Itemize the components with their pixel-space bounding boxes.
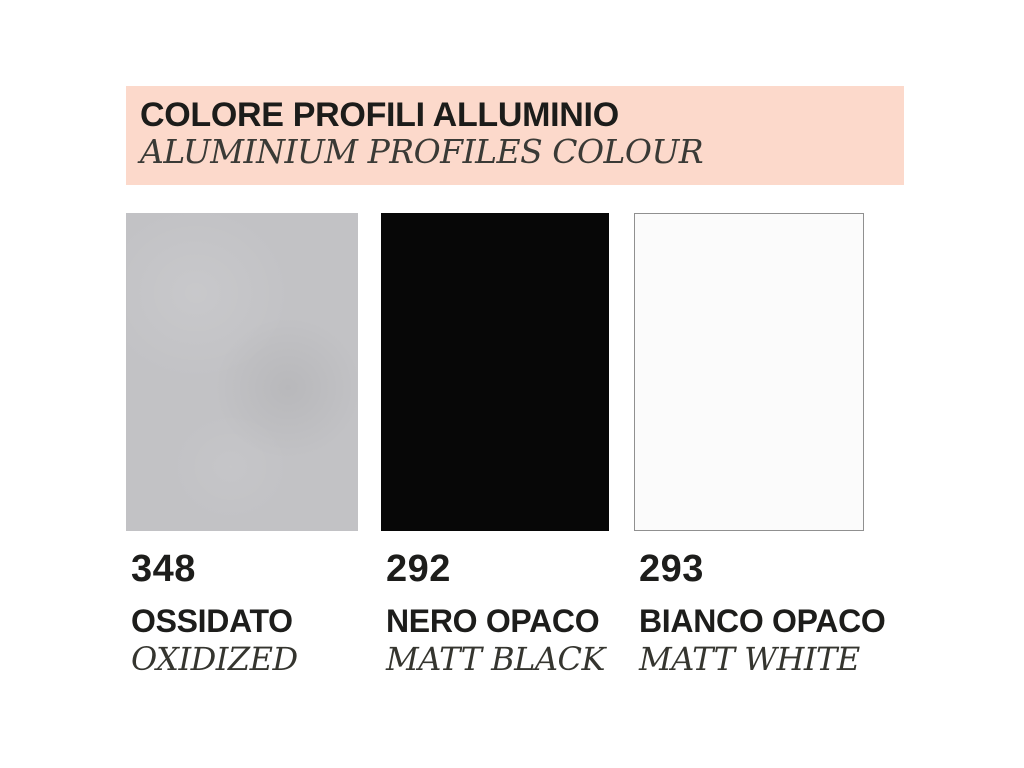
swatch-code: 293 — [639, 548, 704, 590]
swatch-code: 292 — [386, 548, 451, 590]
swatch-card-matt-white: 293 BIANCO OPACO MATT WHITE — [634, 213, 886, 678]
swatch-name-english: OXIDIZED — [131, 640, 298, 678]
color-swatch-oxidized — [126, 213, 358, 531]
swatch-name-english: MATT BLACK — [386, 640, 605, 678]
page-title: COLORE PROFILI ALLUMINIO — [140, 96, 619, 134]
swatch-name-english: MATT WHITE — [639, 640, 860, 678]
swatch-code: 348 — [131, 548, 196, 590]
swatch-card-matt-black: 292 NERO OPACO MATT BLACK — [381, 213, 609, 675]
swatch-card-oxidized: 348 OSSIDATO OXIDIZED — [126, 213, 358, 675]
swatch-name-italian: BIANCO OPACO — [639, 603, 886, 639]
header-banner: COLORE PROFILI ALLUMINIO ALUMINIUM PROFI… — [126, 86, 904, 185]
color-swatch-matt-black — [381, 213, 609, 531]
swatch-name-italian: NERO OPACO — [386, 603, 600, 639]
page-subtitle: ALUMINIUM PROFILES COLOUR — [140, 132, 704, 171]
color-swatch-matt-white — [634, 213, 864, 531]
swatch-name-italian: OSSIDATO — [131, 603, 293, 639]
